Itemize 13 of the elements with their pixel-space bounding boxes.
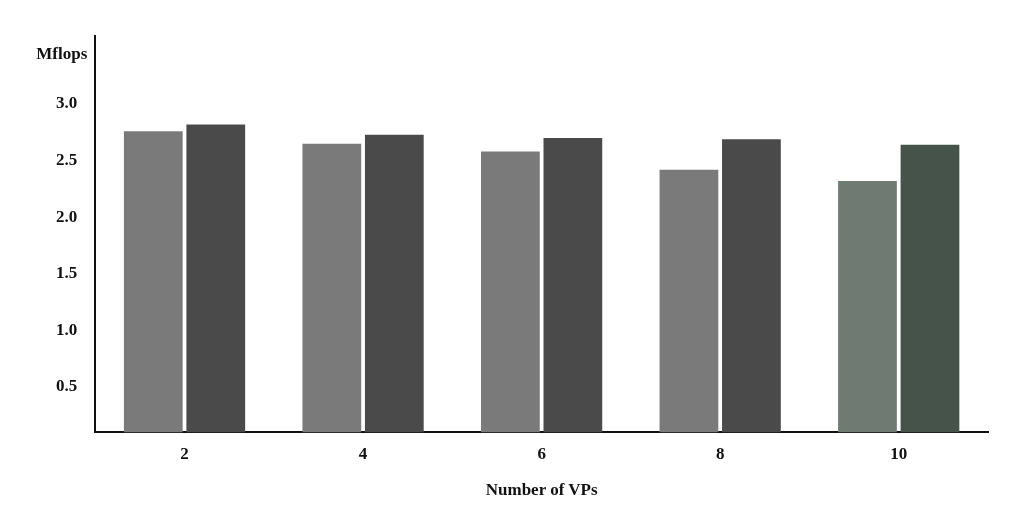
y-tick-label: 1.5	[56, 263, 78, 283]
x-tick-label: 2	[180, 443, 189, 463]
x-tick-label: 10	[890, 443, 908, 463]
y-tick-label: 2.0	[56, 206, 78, 226]
y-axis-title: Mflops	[36, 43, 88, 63]
y-tick-label: 3.0	[56, 93, 78, 113]
y-tick-label: 1.0	[56, 319, 78, 339]
x-tick-label: 4	[358, 443, 368, 463]
y-tick-label: 2.5	[56, 150, 78, 170]
y-tick-label: 0.5	[56, 376, 78, 396]
x-tick-label: 8	[715, 443, 725, 463]
x-axis-title: Number of VPs	[485, 480, 598, 500]
x-tick-label: 6	[537, 443, 546, 463]
